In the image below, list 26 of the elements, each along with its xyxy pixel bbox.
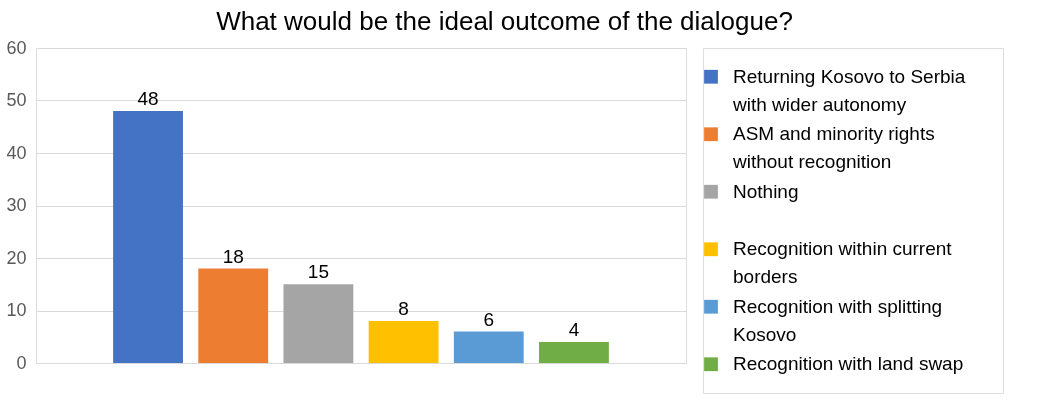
- bar: [283, 284, 354, 363]
- y-tick-label: 40: [6, 142, 27, 163]
- data-label: 8: [398, 298, 409, 319]
- y-tick-label: 30: [6, 195, 27, 215]
- y-tick-label: 0: [16, 352, 27, 373]
- bar: [198, 268, 269, 363]
- y-tick-label: 20: [6, 247, 27, 268]
- data-label: 4: [568, 319, 580, 340]
- y-tick-label: 50: [6, 90, 27, 110]
- bar: [113, 111, 183, 363]
- data-label: 18: [222, 245, 244, 267]
- data-label: 48: [137, 88, 159, 109]
- y-tick-label: 60: [6, 37, 27, 58]
- bar: [453, 331, 524, 363]
- chart-title: What would be the ideal outcome of the dialogue?: [216, 5, 793, 36]
- legend-label: Recognition with splitting Kosovo: [733, 295, 943, 345]
- legend-label: Recognition with land swap: [733, 353, 964, 375]
- bar: [368, 321, 439, 363]
- data-label: 6: [483, 308, 495, 330]
- legend-label: ASM and minority rights without recognition: [732, 123, 935, 173]
- legend-label: Recognition within current borders: [733, 238, 953, 288]
- legend-label: Nothing: [733, 180, 799, 202]
- data-label: 15: [307, 261, 329, 283]
- bar: [539, 342, 609, 363]
- legend-label: Returning Kosovo to Serbia with wider autonomy: [732, 65, 966, 115]
- y-tick-label: 10: [6, 300, 27, 320]
